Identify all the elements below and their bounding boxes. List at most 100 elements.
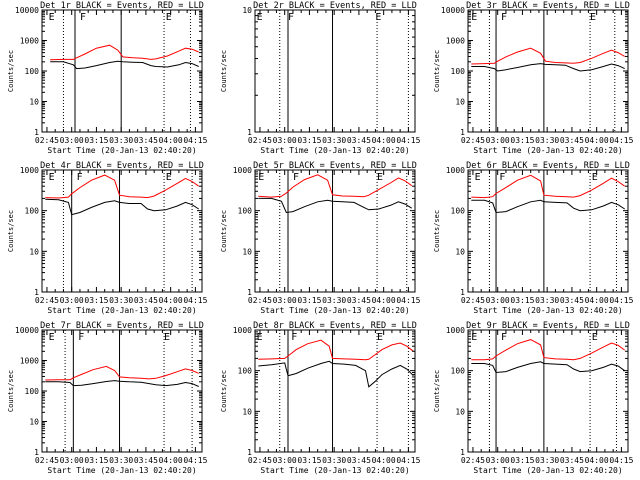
- x-tick-label: 03:45: [560, 296, 584, 305]
- x-tick-label: 04:15: [609, 296, 633, 305]
- panel-title: Det 8r BLACK = Events, RED = LLD: [253, 321, 417, 331]
- y-tick-label: 100: [451, 67, 466, 76]
- segment-label: E: [166, 172, 172, 183]
- y-axis-label: Counts/sec: [7, 370, 15, 412]
- x-tick-label: 04:15: [183, 456, 207, 465]
- y-tick-label: 1: [460, 448, 465, 457]
- segment-label: F: [291, 332, 297, 343]
- segment-label: E: [475, 172, 481, 183]
- x-tick-label: 03:00: [60, 456, 84, 465]
- x-tick-label: 03:00: [486, 136, 510, 145]
- y-tick-label: 1000: [20, 357, 39, 366]
- x-tick-label: 03:15: [297, 296, 321, 305]
- x-tick-label: 03:15: [297, 136, 321, 145]
- x-tick-label: 02:45: [461, 136, 485, 145]
- x-tick-label: 03:00: [60, 296, 84, 305]
- lld-series-line: [258, 174, 412, 198]
- x-tick-label: 03:15: [510, 296, 534, 305]
- x-tick-label: 03:15: [297, 456, 321, 465]
- x-axis-label: Start Time (20-Jan-13 02:40:20): [47, 466, 196, 475]
- x-tick-label: 03:15: [510, 136, 534, 145]
- x-tick-label: 03:30: [109, 456, 133, 465]
- y-tick-label: 1000: [20, 37, 39, 46]
- x-tick-label: 03:00: [486, 296, 510, 305]
- y-tick-label: 1000: [446, 326, 465, 335]
- x-tick-label: 04:15: [609, 136, 633, 145]
- plot-frame: [254, 169, 416, 293]
- y-tick-label: 1: [460, 288, 465, 297]
- x-tick-label: 03:00: [273, 296, 297, 305]
- y-tick-label: 10: [455, 247, 465, 256]
- events-series-line: [471, 199, 625, 214]
- y-axis-label: Counts/sec: [433, 370, 441, 412]
- segment-label: E: [257, 332, 263, 343]
- x-axis-label: Start Time (20-Jan-13 02:40:20): [47, 146, 196, 155]
- panel-title: Det 9r BLACK = Events, RED = LLD: [466, 321, 630, 331]
- x-tick-label: 04:00: [585, 456, 609, 465]
- lld-series-line: [471, 174, 625, 199]
- y-tick-label: 1: [247, 128, 252, 137]
- plot-frame: [467, 169, 629, 293]
- x-tick-label: 03:00: [273, 136, 297, 145]
- segment-label: E: [49, 332, 55, 343]
- y-tick-label: 1: [34, 128, 39, 137]
- x-axis-label: Start Time (20-Jan-13 02:40:20): [47, 306, 196, 315]
- x-tick-label: 04:00: [372, 456, 396, 465]
- x-tick-label: 04:15: [396, 456, 420, 465]
- x-tick-label: 04:15: [183, 296, 207, 305]
- y-axis-label: Counts/sec: [220, 50, 228, 92]
- segment-label: E: [592, 332, 598, 343]
- x-tick-label: 03:45: [134, 296, 158, 305]
- x-tick-label: 02:45: [248, 136, 272, 145]
- x-tick-label: 02:45: [248, 296, 272, 305]
- y-tick-label: 1: [34, 288, 39, 297]
- x-tick-label: 03:30: [535, 136, 559, 145]
- y-tick-label: 100: [25, 67, 40, 76]
- segment-label: E: [590, 12, 596, 23]
- x-tick-label: 04:00: [159, 456, 183, 465]
- y-tick-label: 10: [29, 247, 39, 256]
- x-axis-label: Start Time (20-Jan-13 02:40:20): [473, 146, 622, 155]
- y-tick-label: 100: [238, 367, 253, 376]
- y-tick-label: 10: [242, 407, 252, 416]
- x-tick-label: 03:45: [347, 136, 371, 145]
- events-series-line: [258, 360, 414, 388]
- x-tick-label: 02:45: [461, 456, 485, 465]
- y-tick-label: 10000: [15, 326, 39, 335]
- segment-label: E: [377, 172, 383, 183]
- events-series-line: [45, 380, 199, 387]
- y-tick-label: 10: [242, 247, 252, 256]
- y-axis-label: Counts/sec: [220, 370, 228, 412]
- segment-label: F: [293, 172, 299, 183]
- x-tick-label: 03:45: [560, 136, 584, 145]
- x-tick-label: 04:00: [372, 136, 396, 145]
- y-axis-label: Counts/sec: [7, 50, 15, 92]
- segment-label: F: [501, 12, 507, 23]
- y-tick-label: 10: [29, 98, 39, 107]
- segment-label: E: [257, 12, 263, 23]
- events-series-line: [50, 60, 199, 70]
- x-tick-label: 03:30: [109, 136, 133, 145]
- x-tick-label: 04:15: [609, 456, 633, 465]
- panel-title: Det 7r BLACK = Events, RED = LLD: [40, 321, 204, 331]
- y-tick-label: 1000: [446, 37, 465, 46]
- segment-label: E: [471, 12, 477, 23]
- y-tick-label: 1: [247, 288, 252, 297]
- x-tick-label: 04:15: [396, 296, 420, 305]
- segment-label: E: [49, 172, 55, 183]
- y-tick-label: 100: [451, 367, 466, 376]
- panel-title: Det 4r BLACK = Events, RED = LLD: [40, 161, 204, 171]
- y-tick-label: 1000: [446, 166, 465, 175]
- segment-label: F: [78, 332, 84, 343]
- x-tick-label: 02:45: [461, 296, 485, 305]
- x-tick-label: 03:15: [84, 136, 108, 145]
- events-series-line: [471, 63, 625, 72]
- segment-label: F: [499, 172, 505, 183]
- events-series-line: [45, 198, 199, 216]
- x-axis-label: Start Time (20-Jan-13 02:40:20): [473, 466, 622, 475]
